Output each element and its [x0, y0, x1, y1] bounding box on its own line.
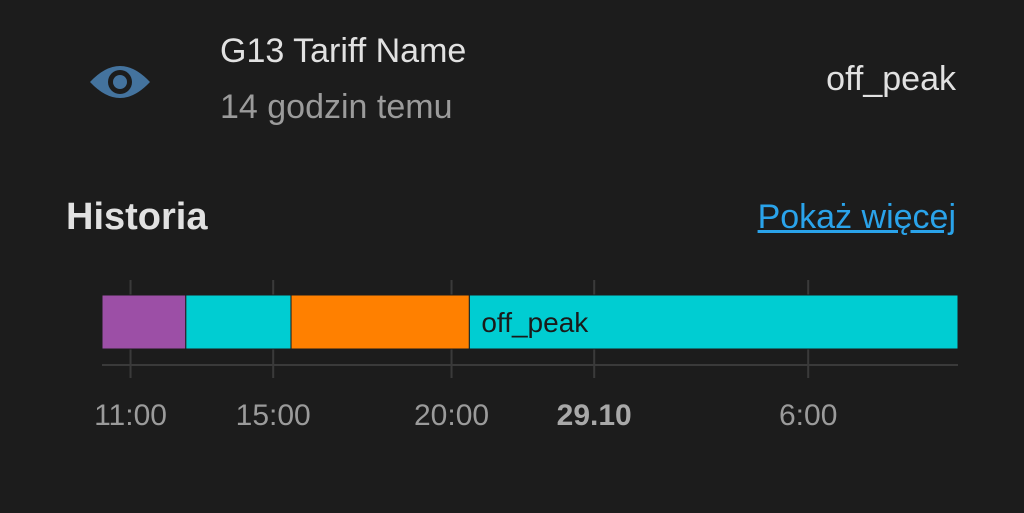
history-title: Historia	[66, 196, 208, 238]
eye-icon[interactable]	[86, 54, 154, 110]
x-tick-label: 15:00	[236, 399, 311, 432]
x-tick-label: 20:00	[414, 399, 489, 432]
eye-icon-pupil	[113, 75, 127, 89]
x-tick-label: 6:00	[779, 399, 837, 432]
x-tick-label: 11:00	[94, 399, 167, 432]
show-more-link[interactable]: Pokaż więcej	[757, 198, 956, 236]
timeline-segment[interactable]	[468, 294, 959, 350]
x-tick-label: 29.10	[557, 399, 632, 432]
timeline-segment[interactable]	[185, 294, 292, 350]
timeline-segment-label: off_peak	[481, 307, 589, 338]
entity-state: off_peak	[826, 60, 956, 98]
timeline-segment[interactable]	[290, 294, 470, 350]
entity-name[interactable]: G13 Tariff Name	[220, 32, 467, 70]
timeline-segment[interactable]	[101, 294, 187, 350]
last-changed: 14 godzin temu	[220, 88, 453, 126]
